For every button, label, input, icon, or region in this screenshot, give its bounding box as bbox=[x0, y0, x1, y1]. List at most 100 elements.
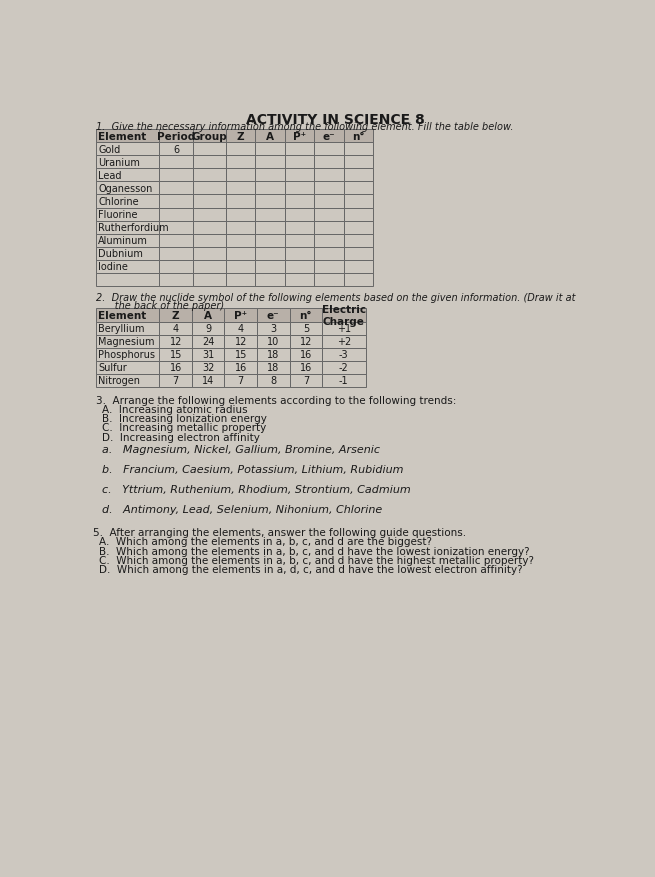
Bar bbox=[96, 182, 159, 196]
Bar bbox=[344, 221, 373, 234]
Bar bbox=[192, 374, 225, 388]
Bar bbox=[226, 247, 255, 260]
Bar bbox=[226, 130, 255, 143]
Bar bbox=[257, 309, 290, 322]
Text: 14: 14 bbox=[202, 376, 214, 386]
Text: 7: 7 bbox=[303, 376, 309, 386]
Bar bbox=[226, 234, 255, 247]
Bar bbox=[96, 322, 159, 335]
Bar bbox=[257, 335, 290, 348]
Text: Lead: Lead bbox=[98, 171, 122, 181]
Bar bbox=[159, 361, 192, 374]
Bar bbox=[314, 209, 344, 221]
Bar bbox=[285, 234, 314, 247]
Bar bbox=[159, 234, 193, 247]
Bar bbox=[193, 143, 226, 156]
Text: 9: 9 bbox=[205, 324, 212, 333]
Bar bbox=[255, 260, 285, 274]
Text: 8: 8 bbox=[271, 376, 276, 386]
Bar bbox=[192, 335, 225, 348]
Text: A: A bbox=[266, 132, 274, 141]
Text: Dubnium: Dubnium bbox=[98, 249, 143, 259]
Bar bbox=[159, 309, 192, 322]
Text: Gold: Gold bbox=[98, 145, 121, 154]
Bar bbox=[285, 247, 314, 260]
Text: Z: Z bbox=[172, 310, 179, 321]
Text: 16: 16 bbox=[300, 350, 312, 360]
Bar bbox=[285, 156, 314, 169]
Text: 5.  After arranging the elements, answer the following guide questions.: 5. After arranging the elements, answer … bbox=[93, 527, 466, 538]
Bar bbox=[322, 361, 365, 374]
Bar bbox=[96, 374, 159, 388]
Bar bbox=[344, 234, 373, 247]
Bar bbox=[225, 322, 257, 335]
Bar bbox=[255, 143, 285, 156]
Text: Uranium: Uranium bbox=[98, 158, 140, 168]
Text: Nitrogen: Nitrogen bbox=[98, 376, 140, 386]
Bar bbox=[96, 274, 159, 287]
Bar bbox=[193, 130, 226, 143]
Text: 31: 31 bbox=[202, 350, 214, 360]
Text: 2.  Draw the nuclide symbol of the following elements based on the given informa: 2. Draw the nuclide symbol of the follow… bbox=[96, 293, 575, 303]
Bar bbox=[159, 156, 193, 169]
Bar bbox=[96, 247, 159, 260]
Bar bbox=[314, 169, 344, 182]
Text: C.  Which among the elements in a, b, c, and d have the highest metallic propert: C. Which among the elements in a, b, c, … bbox=[99, 555, 534, 565]
Text: Group: Group bbox=[192, 132, 228, 141]
Bar bbox=[314, 234, 344, 247]
Bar bbox=[285, 274, 314, 287]
Text: 7: 7 bbox=[238, 376, 244, 386]
Bar bbox=[159, 274, 193, 287]
Text: 24: 24 bbox=[202, 337, 214, 346]
Bar bbox=[257, 374, 290, 388]
Bar bbox=[226, 156, 255, 169]
Bar bbox=[225, 348, 257, 361]
Bar bbox=[290, 374, 322, 388]
Text: Element: Element bbox=[98, 310, 147, 321]
Bar bbox=[257, 361, 290, 374]
Bar bbox=[193, 221, 226, 234]
Bar bbox=[314, 274, 344, 287]
Bar bbox=[344, 143, 373, 156]
Text: Aluminum: Aluminum bbox=[98, 236, 148, 246]
Bar bbox=[314, 130, 344, 143]
Text: a.   Magnesium, Nickel, Gallium, Bromine, Arsenic: a. Magnesium, Nickel, Gallium, Bromine, … bbox=[102, 445, 380, 454]
Bar bbox=[285, 182, 314, 196]
Text: +1: +1 bbox=[337, 324, 351, 333]
Bar bbox=[159, 130, 193, 143]
Bar bbox=[255, 221, 285, 234]
Text: ACTIVITY IN SCIENCE 8: ACTIVITY IN SCIENCE 8 bbox=[246, 113, 424, 127]
Bar bbox=[225, 374, 257, 388]
Bar bbox=[344, 196, 373, 209]
Text: c.   Yttrium, Ruthenium, Rhodium, Strontium, Cadmium: c. Yttrium, Ruthenium, Rhodium, Strontiu… bbox=[102, 484, 411, 495]
Bar bbox=[96, 234, 159, 247]
Bar bbox=[257, 322, 290, 335]
Bar bbox=[314, 156, 344, 169]
Bar bbox=[344, 182, 373, 196]
Bar bbox=[290, 348, 322, 361]
Bar bbox=[159, 260, 193, 274]
Bar bbox=[322, 374, 365, 388]
Bar bbox=[255, 234, 285, 247]
Text: 3.  Arrange the following elements according to the following trends:: 3. Arrange the following elements accord… bbox=[96, 396, 456, 405]
Bar bbox=[159, 247, 193, 260]
Bar bbox=[193, 234, 226, 247]
Text: Magnesium: Magnesium bbox=[98, 337, 155, 346]
Bar bbox=[159, 322, 192, 335]
Bar bbox=[285, 130, 314, 143]
Bar bbox=[192, 348, 225, 361]
Text: the back of the paper): the back of the paper) bbox=[96, 301, 224, 310]
Bar bbox=[257, 348, 290, 361]
Bar bbox=[96, 361, 159, 374]
Bar bbox=[193, 169, 226, 182]
Bar bbox=[314, 182, 344, 196]
Text: A: A bbox=[204, 310, 212, 321]
Bar bbox=[225, 335, 257, 348]
Text: 16: 16 bbox=[234, 363, 247, 373]
Text: -2: -2 bbox=[339, 363, 348, 373]
Text: Iodine: Iodine bbox=[98, 262, 128, 272]
Text: 16: 16 bbox=[170, 363, 182, 373]
Text: 15: 15 bbox=[170, 350, 182, 360]
Bar bbox=[96, 348, 159, 361]
Bar bbox=[226, 209, 255, 221]
